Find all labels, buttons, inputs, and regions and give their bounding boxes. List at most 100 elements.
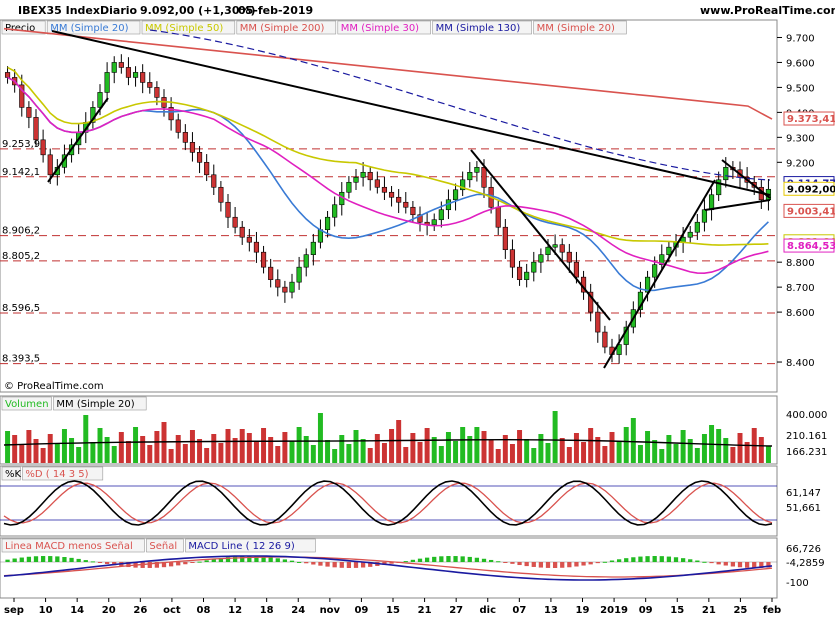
volume-bar: [310, 445, 316, 463]
volume-bar: [559, 438, 565, 463]
volume-bar: [189, 430, 195, 463]
volume-panel: Volumen MM (Simple 20) 400.000 210.161 166.…: [0, 395, 827, 465]
volume-bar: [652, 440, 658, 463]
x-tick-label: oct: [163, 605, 181, 616]
legend-label: Linea MACD menos Señal: [5, 541, 133, 552]
candle-body: [588, 291, 594, 313]
macd-histogram-bar: [311, 562, 316, 565]
macd-histogram-bar: [716, 562, 721, 565]
macd-line: [3, 555, 773, 581]
price-badge-label: 9.003,41: [787, 206, 835, 217]
macd-histogram-bar: [652, 556, 657, 562]
price-badge-label: 9.092,00: [787, 184, 835, 195]
macd-histogram-bar: [545, 562, 551, 568]
price-tick-label: 8.700: [786, 283, 815, 294]
macd-tick-label: -4,2859: [786, 558, 825, 569]
candle-body: [701, 209, 708, 223]
volume-bar: [723, 438, 729, 463]
legend-box: [1, 20, 46, 35]
volume-bar: [204, 448, 210, 463]
volume-bar: [524, 439, 530, 463]
volume-bar: [609, 432, 615, 463]
last-price: 9.092,00 (+1,30%): [140, 4, 256, 17]
candle-body: [353, 176, 359, 183]
candle-body: [552, 244, 558, 248]
macd-histogram-bar: [247, 556, 252, 562]
price-axis-ticks: 9.7009.6009.5009.4009.3009.2008.8008.700…: [777, 33, 815, 369]
volume-bar: [474, 427, 480, 463]
candle-body: [516, 266, 523, 280]
legend-box: [22, 466, 104, 481]
volume-bar: [637, 445, 643, 463]
macd-histogram-bar: [503, 562, 508, 563]
candle-body: [716, 179, 722, 196]
candle-body: [666, 246, 672, 255]
candle-body: [196, 152, 203, 163]
trendline-down-dec: [470, 149, 611, 321]
volume-bar: [54, 443, 60, 463]
volume-bar: [517, 430, 523, 463]
macd-histogram-bar: [695, 560, 700, 562]
legend-label: MM (Simple 50): [145, 23, 223, 34]
price-tick-label: 9.600: [786, 58, 815, 69]
candle-body: [260, 251, 267, 268]
macd-histogram-bar: [353, 562, 359, 568]
candle-body: [417, 214, 423, 223]
volume-bar: [111, 446, 117, 463]
volume-bar: [552, 411, 558, 463]
macd-tick-label: -100: [786, 578, 809, 589]
candle-body: [403, 201, 409, 208]
volume-bar: [90, 442, 96, 463]
volume-bar: [218, 443, 224, 463]
volume-bar: [623, 427, 629, 463]
volume-bar: [595, 437, 601, 463]
legend-box: [46, 20, 141, 35]
candle-body: [559, 244, 565, 253]
candle-body: [19, 84, 25, 108]
candle-body: [182, 132, 188, 143]
candle-body: [431, 219, 437, 226]
candle-body: [268, 266, 274, 280]
site-name: www.ProRealTime.com: [700, 4, 835, 17]
macd-histogram-bar: [474, 557, 480, 562]
volume-bar: [339, 435, 345, 463]
candle-body: [388, 191, 395, 198]
candle-body: [246, 236, 252, 243]
macd-histogram-bar: [97, 562, 103, 563]
volume-bar: [211, 434, 217, 463]
volume-bar: [61, 429, 67, 463]
macd-histogram-bar: [616, 559, 622, 562]
macd-histogram-bar: [368, 562, 373, 567]
legend-label: %K: [5, 469, 22, 480]
macd-histogram-bar: [104, 562, 110, 564]
macd-histogram-bar: [282, 559, 288, 562]
macd-histogram-bar: [410, 559, 416, 562]
x-tick-label: 18: [260, 605, 274, 616]
level-label: 8.805,2: [2, 251, 40, 262]
candle-body: [595, 311, 601, 333]
candle-body: [310, 241, 316, 255]
candle-body: [189, 142, 196, 153]
macd-signal-line: [3, 556, 773, 578]
macd-histogram-bar: [346, 562, 352, 568]
candle-body: [33, 117, 39, 141]
volume-bar: [396, 420, 402, 463]
volume-bar: [83, 415, 89, 463]
ma50-line: [7, 66, 769, 246]
volume-bar: [495, 449, 501, 463]
candle-body: [452, 189, 459, 201]
macd-histogram-bar: [232, 556, 238, 562]
volume-bar: [239, 429, 245, 463]
volume-bar: [687, 439, 693, 463]
macd-histogram-bar: [325, 562, 330, 567]
x-tick-label: 27: [449, 605, 463, 616]
legend-box: [146, 538, 184, 553]
legend-label: MM (Simple 200): [240, 23, 325, 34]
macd-histogram-bar: [69, 557, 74, 562]
ma30-line: [7, 76, 769, 275]
macd-histogram-bar: [624, 558, 629, 562]
volume-bar: [282, 432, 288, 463]
volume-bar: [730, 447, 736, 463]
candle-body: [467, 171, 473, 181]
horizontal-levels: 9.253,9 9.142,1 8.906,2 8.805,2 8.596,5 8.393…: [0, 139, 777, 365]
